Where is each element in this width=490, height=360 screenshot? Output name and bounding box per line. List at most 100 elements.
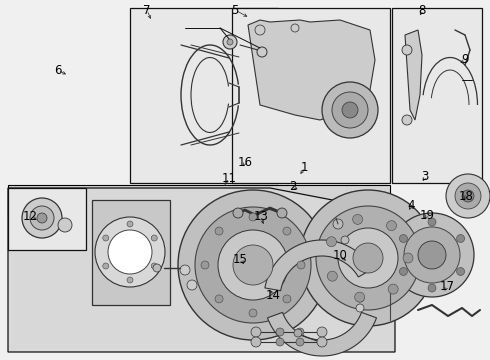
- Circle shape: [227, 39, 233, 45]
- Circle shape: [291, 24, 299, 32]
- Circle shape: [277, 208, 287, 218]
- Circle shape: [103, 235, 109, 241]
- Circle shape: [95, 217, 165, 287]
- Text: 5: 5: [231, 4, 239, 17]
- Polygon shape: [248, 20, 375, 120]
- Circle shape: [257, 47, 267, 57]
- Polygon shape: [405, 30, 422, 120]
- Circle shape: [355, 292, 365, 302]
- Circle shape: [327, 271, 337, 281]
- Circle shape: [418, 241, 446, 269]
- Bar: [130, 8, 278, 183]
- Text: 10: 10: [333, 249, 348, 262]
- Circle shape: [37, 213, 47, 223]
- Circle shape: [316, 206, 420, 310]
- Circle shape: [108, 230, 152, 274]
- Circle shape: [403, 253, 413, 263]
- Circle shape: [457, 267, 465, 275]
- Circle shape: [58, 218, 72, 232]
- Circle shape: [249, 309, 257, 317]
- Text: 8: 8: [418, 4, 426, 17]
- Circle shape: [178, 190, 328, 340]
- Polygon shape: [265, 240, 372, 291]
- Text: 16: 16: [238, 156, 252, 168]
- Circle shape: [276, 338, 284, 346]
- Circle shape: [342, 102, 358, 118]
- Polygon shape: [8, 188, 395, 352]
- Circle shape: [428, 284, 436, 292]
- Circle shape: [296, 338, 304, 346]
- Circle shape: [399, 267, 407, 275]
- Circle shape: [127, 221, 133, 227]
- Circle shape: [127, 277, 133, 283]
- Bar: [392, 8, 482, 183]
- Circle shape: [341, 236, 349, 244]
- Bar: [8, 188, 86, 250]
- Circle shape: [153, 264, 161, 272]
- Polygon shape: [268, 312, 376, 356]
- Circle shape: [294, 329, 302, 337]
- Circle shape: [332, 92, 368, 128]
- Circle shape: [317, 327, 327, 337]
- Text: 11: 11: [222, 172, 237, 185]
- Circle shape: [353, 214, 363, 224]
- Circle shape: [233, 208, 243, 218]
- Text: 3: 3: [421, 170, 429, 183]
- Text: 15: 15: [233, 253, 247, 266]
- Circle shape: [251, 327, 261, 337]
- Circle shape: [317, 337, 327, 347]
- Circle shape: [103, 263, 109, 269]
- Circle shape: [233, 245, 273, 285]
- Circle shape: [255, 25, 265, 35]
- Circle shape: [283, 295, 291, 303]
- Circle shape: [388, 284, 398, 294]
- Text: 2: 2: [289, 180, 297, 193]
- Circle shape: [338, 228, 398, 288]
- Text: 12: 12: [23, 210, 38, 222]
- Circle shape: [387, 221, 396, 231]
- Text: 18: 18: [459, 190, 474, 203]
- Text: 6: 6: [54, 64, 62, 77]
- Circle shape: [457, 234, 465, 243]
- Circle shape: [402, 115, 412, 125]
- Circle shape: [201, 261, 209, 269]
- Circle shape: [455, 183, 481, 209]
- Polygon shape: [8, 185, 390, 350]
- Circle shape: [356, 294, 364, 302]
- Circle shape: [300, 190, 436, 326]
- Circle shape: [399, 234, 407, 243]
- Circle shape: [151, 235, 157, 241]
- Text: 1: 1: [301, 161, 309, 174]
- Text: 19: 19: [420, 209, 435, 222]
- Circle shape: [283, 227, 291, 235]
- Circle shape: [218, 230, 288, 300]
- Circle shape: [446, 174, 490, 218]
- Circle shape: [215, 227, 223, 235]
- Circle shape: [322, 82, 378, 138]
- Circle shape: [402, 45, 412, 55]
- Text: 13: 13: [253, 210, 268, 222]
- Circle shape: [151, 263, 157, 269]
- Circle shape: [30, 206, 54, 230]
- Circle shape: [276, 328, 284, 336]
- Circle shape: [353, 243, 383, 273]
- Text: 4: 4: [408, 199, 416, 212]
- Circle shape: [326, 237, 337, 247]
- Circle shape: [333, 219, 343, 229]
- Bar: [232, 8, 390, 183]
- Circle shape: [223, 35, 237, 49]
- Text: 9: 9: [462, 53, 469, 66]
- Circle shape: [249, 213, 257, 221]
- Circle shape: [297, 261, 305, 269]
- Circle shape: [390, 213, 474, 297]
- Circle shape: [404, 227, 460, 283]
- Circle shape: [187, 280, 197, 290]
- Circle shape: [195, 207, 311, 323]
- Circle shape: [251, 337, 261, 347]
- Circle shape: [215, 295, 223, 303]
- Text: 7: 7: [143, 4, 151, 17]
- Circle shape: [428, 218, 436, 226]
- Circle shape: [296, 328, 304, 336]
- Text: 14: 14: [266, 289, 281, 302]
- Circle shape: [356, 304, 364, 312]
